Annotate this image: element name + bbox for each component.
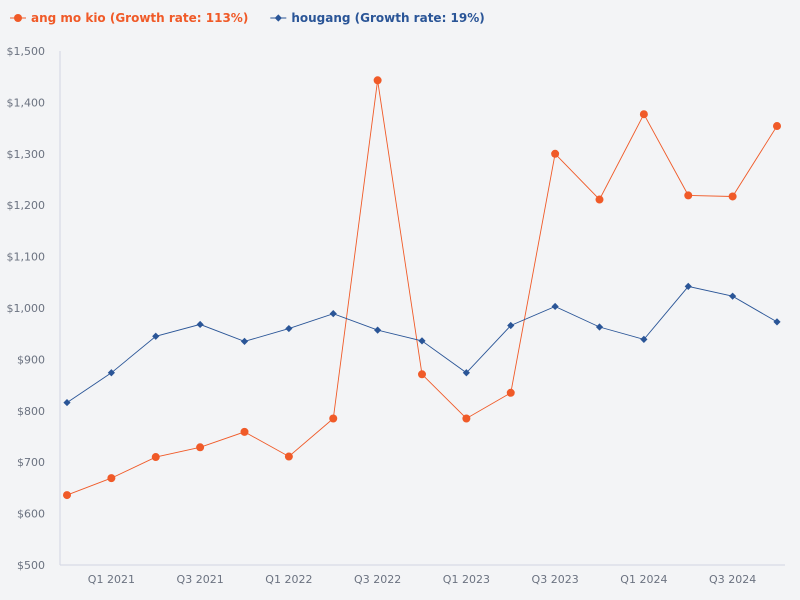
legend-item-hougang: hougang (Growth rate: 19%) [270,11,485,25]
x-tick-label: Q1 2021 [88,573,135,586]
series-layer [63,76,781,500]
data-point [418,337,426,345]
data-point [507,321,515,330]
y-tick-label: $900 [17,353,45,366]
data-point [196,320,204,329]
data-point [418,370,426,379]
legend-item-ang-mo-kio: ang mo kio (Growth rate: 113%) [10,11,248,25]
data-point [773,122,781,131]
data-point [329,310,337,318]
data-point [329,414,338,423]
data-point [107,369,115,377]
data-point [551,149,560,158]
legend-label: ang mo kio (Growth rate: 113%) [31,11,248,25]
data-point [684,191,693,200]
y-tick-label: $1,400 [7,96,46,109]
x-tick-label: Q1 2022 [265,573,312,586]
data-point [639,110,648,119]
legend-label: hougang (Growth rate: 19%) [291,11,484,25]
y-tick-label: $1,200 [7,199,46,212]
data-point [63,398,71,407]
data-point [374,326,382,334]
data-point [773,318,781,326]
data-point [240,337,249,346]
x-tick-label: Q3 2024 [709,573,756,586]
x-tick-label: Q1 2024 [620,573,667,586]
data-point [462,369,470,377]
legend-marker [14,14,22,22]
data-point [595,195,604,204]
x-tick-label: Q3 2022 [354,573,401,586]
data-point [729,292,737,300]
legend: ang mo kio (Growth rate: 113%) hougang (G… [10,11,485,25]
legend-marker [274,14,282,22]
y-tick-label: $700 [17,456,45,469]
data-point [284,452,293,461]
y-tick-label: $800 [17,405,45,418]
data-point [285,324,293,333]
x-tick-label: Q1 2023 [443,573,490,586]
data-point [196,443,205,452]
data-point [152,332,160,340]
data-point [63,491,71,500]
data-point [728,192,737,201]
x-tick-label: Q3 2023 [532,573,579,586]
y-tick-label: $500 [17,559,45,572]
y-tick-label: $1,300 [7,148,46,161]
data-point [151,453,160,462]
data-point [373,76,382,85]
series-hougang [63,282,781,407]
data-point [551,302,559,311]
x-tick-label: Q3 2021 [177,573,224,586]
data-point [595,323,604,331]
data-point [240,427,249,436]
y-tick-label: $1,100 [7,251,46,264]
y-tick-label: $600 [17,508,45,521]
series-line [66,285,778,403]
y-tick-label: $1,000 [7,302,46,315]
data-point [506,388,515,397]
data-point [640,335,648,343]
data-point [107,474,116,483]
data-point [462,414,471,423]
y-tick-label: $1,500 [7,45,46,58]
series-ang-mo-kio [63,76,781,500]
axes: $500 $600 $700 $800 $900 $1,000 $1,100 $1,200 $1… [7,45,785,586]
series-line [66,80,778,496]
data-point [684,282,692,291]
